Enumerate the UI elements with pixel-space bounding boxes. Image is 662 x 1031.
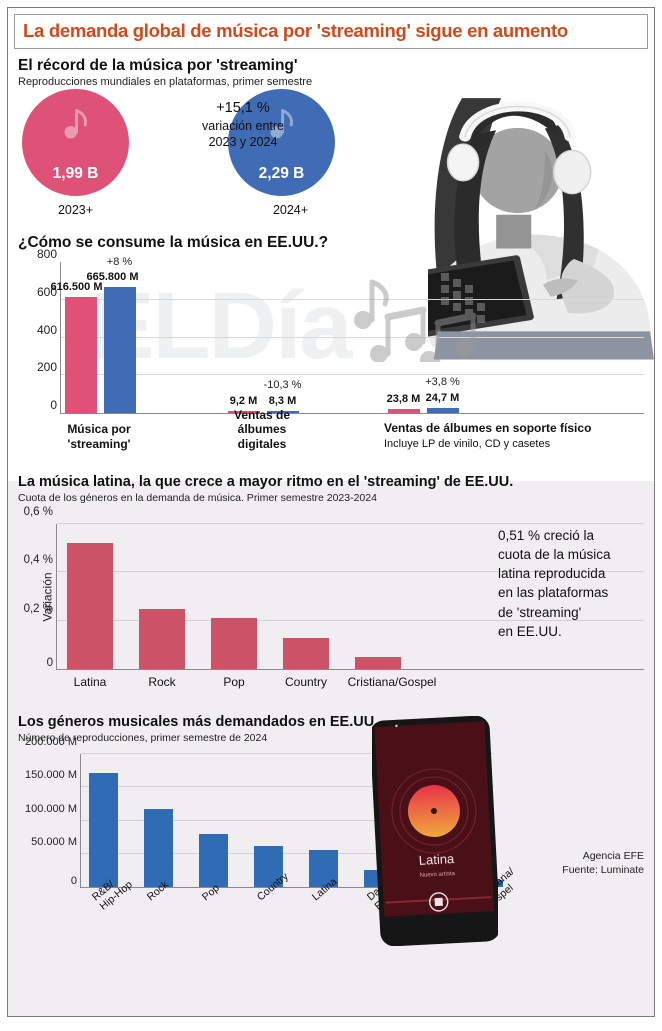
svg-text:Latina: Latina [418, 851, 455, 868]
